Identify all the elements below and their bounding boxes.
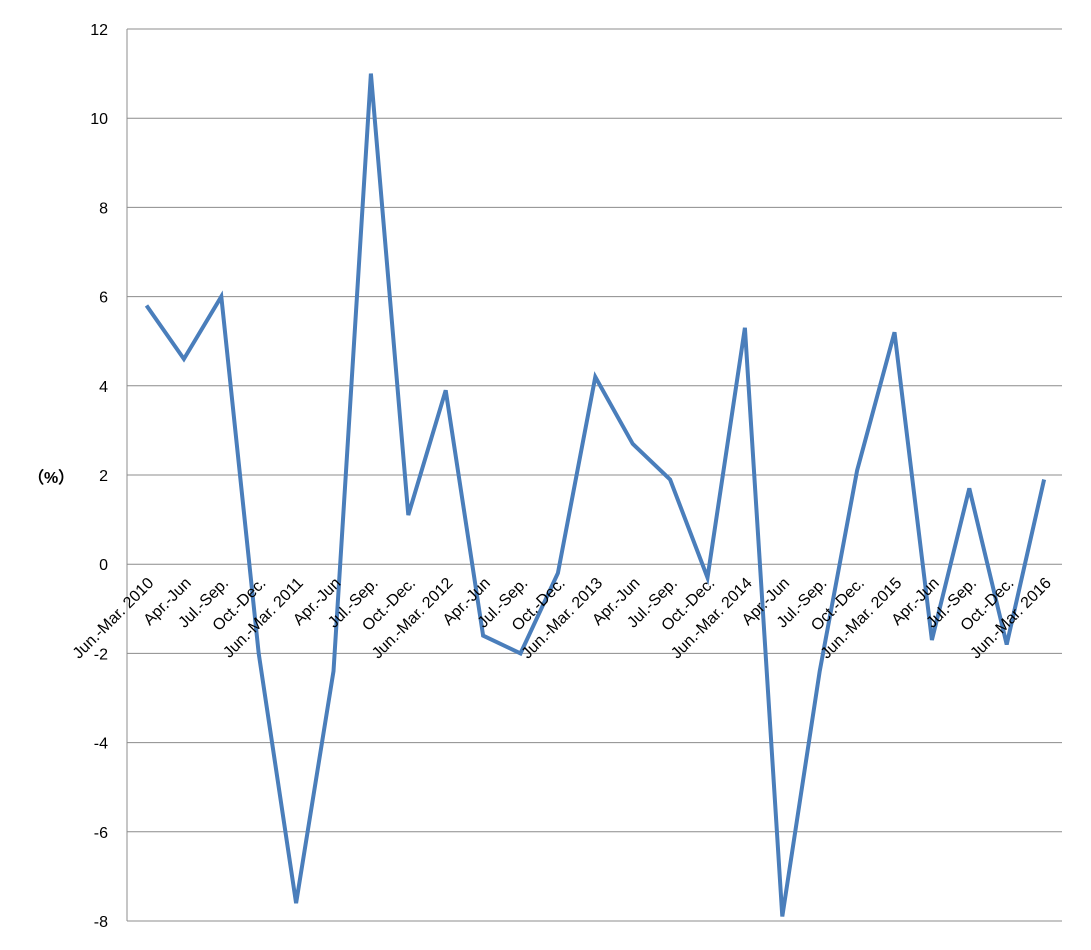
y-tick-label: 6 [99, 290, 108, 307]
series-lines [144, 73, 1047, 917]
y-tick-label: -6 [94, 825, 108, 842]
y-tick-label: -8 [94, 914, 108, 931]
y-tick-label: 12 [90, 22, 108, 39]
series-line-0 [144, 73, 1047, 917]
gridlines [127, 28, 1062, 922]
y-tick-label: 8 [99, 200, 108, 217]
y-tick-label: 0 [99, 557, 108, 574]
y-tick-labels: 12 10 8 6 4 2 0 -2 -4 -6 -8 [90, 22, 108, 931]
y-tick-label: -4 [94, 736, 108, 753]
x-tick-labels: Jun.-Mar. 2010Apr.-JunJul.-Sep.Oct.-Dec.… [70, 575, 1055, 663]
y-tick-label: -2 [94, 646, 108, 663]
y-tick-label: 4 [99, 379, 108, 396]
y-tick-label: 10 [90, 111, 108, 128]
y-axis-unit-label: （%） [28, 469, 74, 487]
y-tick-label: 2 [99, 468, 108, 485]
